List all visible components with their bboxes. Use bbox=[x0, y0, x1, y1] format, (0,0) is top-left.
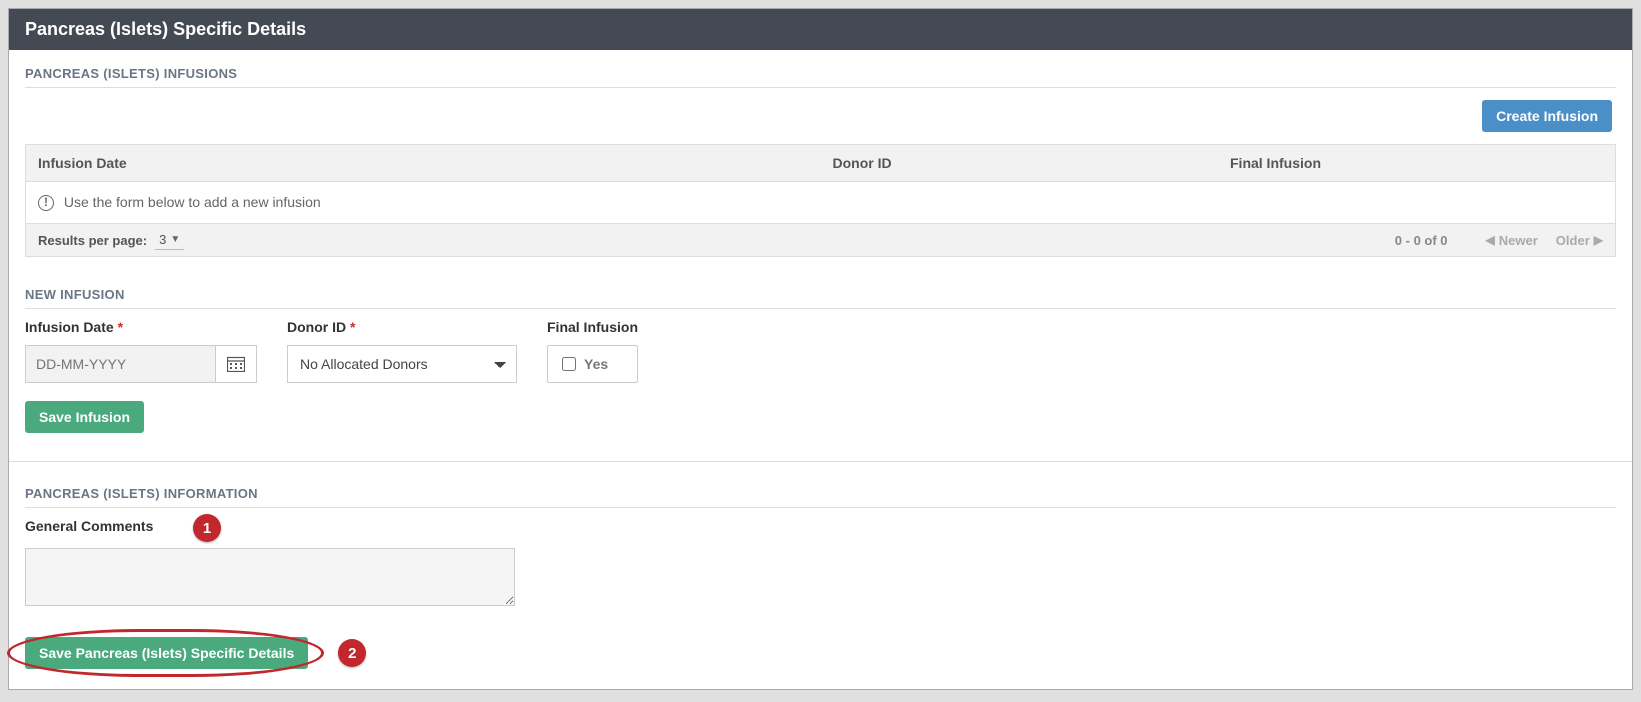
final-infusion-checkbox-wrap[interactable]: Yes bbox=[547, 345, 638, 383]
col-final-infusion: Final Infusion bbox=[1218, 145, 1616, 182]
final-infusion-group: Final Infusion Yes bbox=[547, 319, 638, 383]
pager-older[interactable]: Older ▶ bbox=[1556, 233, 1603, 248]
rpp-label: Results per page: bbox=[38, 233, 147, 248]
pager: Results per page: 3 ▼ 0 - 0 of 0 ◀ Newer… bbox=[25, 224, 1616, 257]
pager-newer[interactable]: ◀ Newer bbox=[1486, 233, 1538, 248]
information-section-title: PANCREAS (ISLETS) INFORMATION bbox=[25, 480, 1616, 508]
pager-range: 0 - 0 of 0 bbox=[1395, 233, 1448, 248]
infusion-date-input[interactable] bbox=[25, 345, 215, 383]
save-details-button[interactable]: Save Pancreas (Islets) Specific Details bbox=[25, 637, 308, 669]
info-icon: ! bbox=[38, 195, 54, 211]
panel-body: PANCREAS (ISLETS) INFUSIONS Create Infus… bbox=[9, 50, 1632, 689]
callout-1: 1 bbox=[193, 514, 221, 542]
final-infusion-option: Yes bbox=[584, 356, 608, 372]
infusions-section-title: PANCREAS (ISLETS) INFUSIONS bbox=[25, 60, 1616, 88]
infusions-table: Infusion Date Donor ID Final Infusion ! … bbox=[25, 144, 1616, 224]
new-infusion-section-title: NEW INFUSION bbox=[25, 281, 1616, 309]
calendar-button[interactable] bbox=[215, 345, 257, 383]
final-infusion-label: Final Infusion bbox=[547, 319, 638, 335]
rpp-select[interactable]: 3 ▼ bbox=[155, 230, 184, 250]
infusion-date-group: Infusion Date * bbox=[25, 319, 257, 383]
pager-older-label: Older bbox=[1556, 233, 1590, 248]
chevron-left-icon: ◀ bbox=[1486, 233, 1495, 247]
donor-id-label: Donor ID * bbox=[287, 319, 517, 335]
chevron-down-icon: ▼ bbox=[170, 234, 180, 245]
chevron-right-icon: ▶ bbox=[1594, 233, 1603, 247]
create-infusion-button[interactable]: Create Infusion bbox=[1482, 100, 1612, 132]
new-infusion-form: Infusion Date * Dono bbox=[25, 319, 1616, 383]
donor-id-group: Donor ID * No Allocated Donors bbox=[287, 319, 517, 383]
empty-message: Use the form below to add a new infusion bbox=[64, 194, 321, 210]
col-donor-id: Donor ID bbox=[821, 145, 1219, 182]
rpp-value: 3 bbox=[159, 232, 166, 247]
general-comments-textarea[interactable] bbox=[25, 548, 515, 606]
infusion-date-label: Infusion Date * bbox=[25, 319, 257, 335]
save-infusion-button[interactable]: Save Infusion bbox=[25, 401, 144, 433]
pager-newer-label: Newer bbox=[1499, 233, 1538, 248]
table-row-empty: ! Use the form below to add a new infusi… bbox=[26, 182, 1616, 224]
general-comments-label: General Comments bbox=[25, 518, 515, 534]
infusions-toolbar: Create Infusion bbox=[25, 88, 1616, 144]
panel-title: Pancreas (Islets) Specific Details bbox=[9, 9, 1632, 50]
main-panel: Pancreas (Islets) Specific Details PANCR… bbox=[8, 8, 1633, 690]
callout-2: 2 bbox=[338, 639, 366, 667]
divider bbox=[9, 461, 1632, 462]
col-infusion-date: Infusion Date bbox=[26, 145, 821, 182]
final-infusion-checkbox[interactable] bbox=[562, 357, 576, 371]
donor-id-select[interactable]: No Allocated Donors bbox=[287, 345, 517, 383]
calendar-icon bbox=[227, 356, 245, 372]
